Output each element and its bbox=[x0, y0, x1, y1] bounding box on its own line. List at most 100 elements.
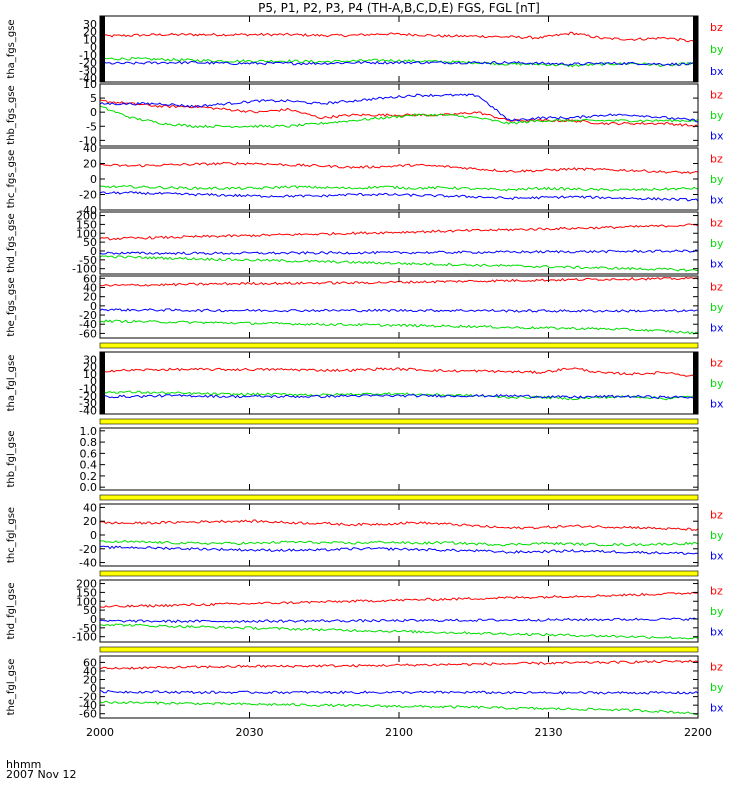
y-tick-label: -60 bbox=[79, 327, 97, 340]
legend-bx: bx bbox=[710, 258, 724, 271]
series-line-by bbox=[99, 105, 699, 129]
legend-bz: bz bbox=[710, 660, 723, 673]
y-axis-label: tha_fgl_gse bbox=[6, 355, 17, 412]
y-tick-label: -20 bbox=[79, 309, 97, 322]
legend-by: by bbox=[710, 605, 724, 618]
y-tick-label: -20 bbox=[79, 543, 97, 556]
legend-bz: bz bbox=[710, 356, 723, 369]
y-tick-label: 60 bbox=[83, 656, 97, 669]
y-tick-label: 60 bbox=[83, 272, 97, 285]
panel-frame bbox=[99, 351, 699, 415]
y-tick-label: 0.6 bbox=[80, 447, 98, 460]
y-tick-label: -5 bbox=[86, 120, 97, 133]
y-axis-label: tha_fgs_gse bbox=[6, 19, 17, 78]
y-axis-label: thc_fgl_gse bbox=[6, 507, 17, 563]
panel-thb_fgl_gse: 1.00.80.60.40.20.0 thb_fgl_gse bbox=[6, 425, 699, 494]
y-tick-label: 200 bbox=[76, 578, 97, 591]
series-line-by bbox=[99, 623, 699, 640]
y-axis-label: the_fgs_gse bbox=[6, 277, 17, 336]
series-line-bx bbox=[99, 393, 699, 399]
x-tick-label: 2130 bbox=[535, 726, 563, 739]
edge-marker bbox=[693, 16, 698, 82]
y-tick-label: 0 bbox=[90, 106, 97, 119]
series-line-bx bbox=[99, 60, 699, 66]
y-tick-label: 40 bbox=[83, 281, 97, 294]
legend-bz: bz bbox=[710, 280, 723, 293]
y-tick-label: 20 bbox=[83, 291, 97, 304]
series-line-bx bbox=[99, 308, 699, 313]
legend-bz: bz bbox=[710, 508, 723, 521]
panel-frame bbox=[99, 147, 699, 211]
y-tick-label: 20 bbox=[83, 361, 97, 374]
y-tick-label: 0.8 bbox=[80, 436, 98, 449]
series-line-bz bbox=[99, 519, 699, 531]
y-tick-label: 30 bbox=[83, 18, 97, 31]
y-tick-label: 0 bbox=[90, 613, 97, 626]
y-tick-label: 0.2 bbox=[80, 470, 98, 483]
legend-bz: bz bbox=[710, 21, 723, 34]
series-line-bz bbox=[99, 223, 699, 241]
flag-bar bbox=[99, 418, 699, 425]
y-tick-label: -20 bbox=[79, 390, 97, 403]
y-tick-label: 100 bbox=[76, 595, 97, 608]
series-line-by bbox=[99, 319, 699, 335]
y-tick-label: -50 bbox=[79, 254, 97, 267]
legend-by: by bbox=[710, 681, 724, 694]
legend-bx: bx bbox=[710, 702, 724, 715]
y-tick-label: 50 bbox=[83, 236, 97, 249]
y-tick-label: 10 bbox=[83, 33, 97, 46]
legend-bz: bz bbox=[710, 152, 723, 165]
y-tick-label: -40 bbox=[79, 699, 97, 712]
legend-bx: bx bbox=[710, 626, 724, 639]
y-tick-label: -20 bbox=[79, 57, 97, 70]
series-line-by bbox=[99, 255, 699, 272]
legend-by: by bbox=[710, 173, 724, 186]
legend-bx: bx bbox=[710, 194, 724, 207]
series-line-bx bbox=[99, 689, 699, 695]
y-tick-label: -20 bbox=[79, 691, 97, 704]
flag-bar bbox=[99, 570, 699, 577]
panel-frame bbox=[99, 655, 699, 719]
legend-by: by bbox=[710, 109, 724, 122]
edge-marker bbox=[100, 352, 105, 414]
edge-marker bbox=[693, 352, 698, 414]
y-tick-label: 0 bbox=[90, 529, 97, 542]
y-tick-label: 20 bbox=[83, 158, 97, 171]
legend-bz: bz bbox=[710, 584, 723, 597]
series-line-bx bbox=[99, 249, 699, 256]
y-tick-label: 0 bbox=[90, 245, 97, 258]
y-tick-label: 10 bbox=[83, 78, 97, 91]
series-line-by bbox=[99, 390, 699, 401]
y-tick-label: 20 bbox=[83, 515, 97, 528]
y-tick-label: -30 bbox=[79, 397, 97, 410]
y-axis-label: thc_fgs_gse bbox=[6, 150, 17, 209]
legend-by: by bbox=[710, 377, 724, 390]
y-tick-label: 30 bbox=[83, 353, 97, 366]
y-tick-label: 50 bbox=[83, 604, 97, 617]
y-axis-label: the_fgl_gse bbox=[6, 659, 17, 716]
y-tick-label: 150 bbox=[76, 218, 97, 231]
legend-bx: bx bbox=[710, 130, 724, 143]
x-tick-label: 2100 bbox=[385, 726, 413, 739]
time-axis-date: 2007 Nov 12 bbox=[6, 768, 77, 781]
y-tick-label: -40 bbox=[79, 404, 97, 417]
panel-thc_fgs_gse: 40 20 0 -20 -40 thc_fgs_gse bz by bx bbox=[6, 142, 724, 217]
y-tick-label: -60 bbox=[79, 708, 97, 721]
panel-frame bbox=[99, 579, 699, 643]
x-tick-label: 2200 bbox=[684, 726, 712, 739]
series-line-by bbox=[99, 540, 699, 547]
y-tick-label: 5 bbox=[90, 92, 97, 105]
y-tick-label: 20 bbox=[83, 674, 97, 687]
flag-bar bbox=[99, 646, 699, 653]
y-tick-label: 200 bbox=[76, 210, 97, 223]
y-tick-label: 0.0 bbox=[80, 481, 98, 494]
panel-frame bbox=[99, 15, 699, 83]
legend-by: by bbox=[710, 301, 724, 314]
series-line-bz bbox=[99, 99, 699, 128]
panel-frame bbox=[99, 427, 699, 491]
